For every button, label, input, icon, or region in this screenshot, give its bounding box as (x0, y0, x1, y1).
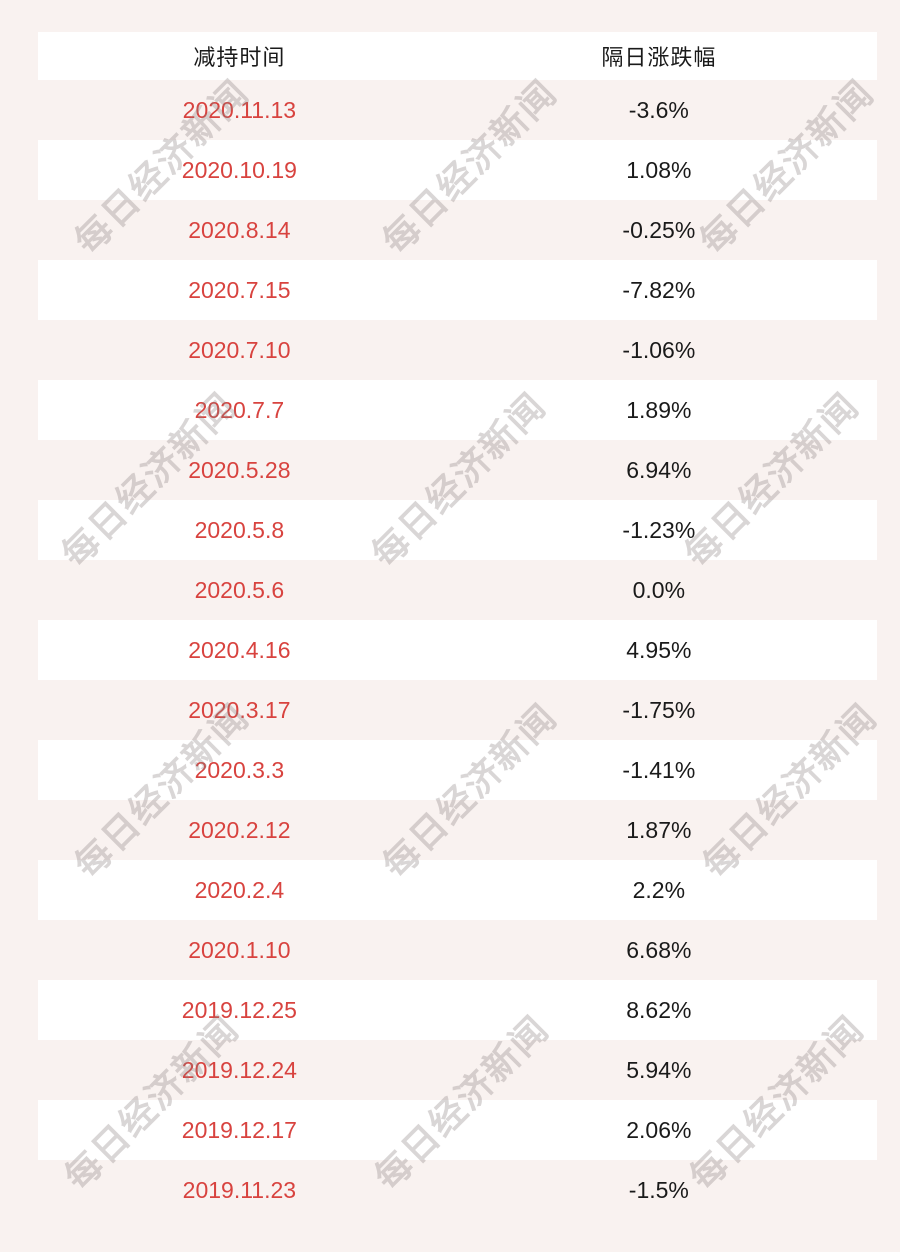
change-cell: -1.75% (622, 696, 696, 723)
table-row: 2020.7.15 -7.82% (38, 260, 877, 320)
table-body: 2020.11.13 -3.6% 2020.10.19 1.08% 2020.8… (38, 80, 877, 1220)
header-next-day-change: 隔日涨跌幅 (601, 45, 717, 70)
change-cell: -0.25% (622, 216, 696, 243)
change-cell: 8.62% (626, 996, 692, 1023)
date-cell: 2020.8.14 (188, 216, 291, 243)
date-cell: 2020.10.19 (181, 156, 297, 183)
change-cell: -1.06% (622, 336, 696, 363)
date-cell: 2020.2.4 (194, 876, 285, 903)
table-row: 2020.5.28 6.94% (38, 440, 877, 500)
change-cell: 2.06% (626, 1116, 692, 1143)
date-cell: 2019.12.17 (181, 1116, 297, 1143)
date-cell: 2019.11.23 (182, 1176, 297, 1203)
change-cell: 1.08% (626, 156, 692, 183)
date-cell: 2019.12.24 (181, 1056, 297, 1083)
table-header-row: 减持时间 隔日涨跌幅 (38, 32, 877, 80)
date-cell: 2020.4.16 (188, 636, 291, 663)
reduction-table: 减持时间 隔日涨跌幅 2020.11.13 -3.6% 2020.10.19 1… (38, 32, 877, 1220)
date-cell: 2020.1.10 (188, 936, 291, 963)
date-cell: 2019.12.25 (181, 996, 297, 1023)
table-row: 2020.3.3 -1.41% (38, 740, 877, 800)
change-cell: 5.94% (626, 1056, 692, 1083)
change-cell: -1.23% (622, 516, 696, 543)
change-cell: -1.41% (622, 756, 696, 783)
table-row: 2019.12.24 5.94% (38, 1040, 877, 1100)
table-row: 2020.4.16 4.95% (38, 620, 877, 680)
date-cell: 2020.7.7 (194, 396, 285, 423)
date-cell: 2020.5.8 (194, 516, 285, 543)
change-cell: 4.95% (626, 636, 692, 663)
table-row: 2020.11.13 -3.6% (38, 80, 877, 140)
change-cell: 1.89% (626, 396, 692, 423)
date-cell: 2020.5.6 (194, 576, 285, 603)
date-cell: 2020.3.17 (188, 696, 291, 723)
change-cell: -3.6% (628, 96, 689, 123)
date-cell: 2020.3.3 (194, 756, 285, 783)
date-cell: 2020.11.13 (182, 96, 297, 123)
table-row: 2020.7.10 -1.06% (38, 320, 877, 380)
change-cell: -7.82% (622, 276, 696, 303)
table-row: 2019.12.17 2.06% (38, 1100, 877, 1160)
change-cell: 1.87% (626, 816, 692, 843)
change-cell: -1.5% (628, 1176, 689, 1203)
table-row: 2020.5.8 -1.23% (38, 500, 877, 560)
table-row: 2020.1.10 6.68% (38, 920, 877, 980)
table-row: 2019.11.23 -1.5% (38, 1160, 877, 1220)
table-row: 2020.2.12 1.87% (38, 800, 877, 860)
change-cell: 6.94% (626, 456, 692, 483)
date-cell: 2020.5.28 (188, 456, 291, 483)
change-cell: 6.68% (626, 936, 692, 963)
change-cell: 0.0% (632, 576, 686, 603)
date-cell: 2020.7.15 (188, 276, 291, 303)
date-cell: 2020.2.12 (188, 816, 291, 843)
table-row: 2020.8.14 -0.25% (38, 200, 877, 260)
table-row: 2020.2.4 2.2% (38, 860, 877, 920)
table-row: 2020.3.17 -1.75% (38, 680, 877, 740)
table-row: 2020.7.7 1.89% (38, 380, 877, 440)
change-cell: 2.2% (632, 876, 686, 903)
header-reduction-time: 减持时间 (193, 45, 286, 70)
table-row: 2019.12.25 8.62% (38, 980, 877, 1040)
table-row: 2020.5.6 0.0% (38, 560, 877, 620)
date-cell: 2020.7.10 (188, 336, 291, 363)
table-row: 2020.10.19 1.08% (38, 140, 877, 200)
